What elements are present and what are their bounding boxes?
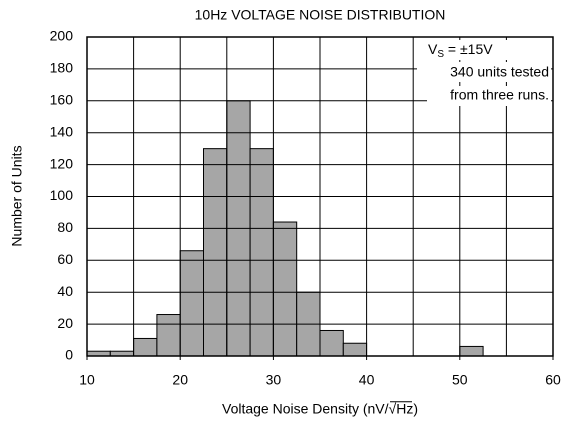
y-tick-label: 140 xyxy=(50,123,74,139)
y-tick-label: 200 xyxy=(50,28,74,44)
histogram-bar xyxy=(342,342,368,357)
annotation-line: 340 units tested xyxy=(450,64,549,80)
histogram-bar xyxy=(459,345,484,357)
x-tick-label: 20 xyxy=(172,372,188,388)
histogram-bar xyxy=(203,148,228,357)
histogram-bar xyxy=(179,250,204,357)
annotation-bg xyxy=(417,62,551,82)
histogram-bar xyxy=(156,314,181,357)
histogram-bar xyxy=(133,337,158,357)
plot-frame xyxy=(86,36,554,357)
x-tick-label: 40 xyxy=(359,372,375,388)
x-tick-label: 50 xyxy=(452,372,468,388)
y-tick-label: 180 xyxy=(50,60,74,76)
histogram-bar xyxy=(272,221,298,357)
y-tick-label: 100 xyxy=(50,187,74,203)
annotation-bg xyxy=(415,40,551,60)
annotation-symbol: V xyxy=(428,41,438,57)
y-tick-label: 80 xyxy=(57,219,73,235)
y-axis-label: Number of Units xyxy=(9,145,25,246)
y-tick-label: 60 xyxy=(57,251,73,267)
histogram-bar xyxy=(319,329,344,357)
annotation: VS = ±15V xyxy=(428,41,493,60)
x-tick-label: 10 xyxy=(79,372,95,388)
x-axis-label: Voltage Noise Density (nV/√Hz) xyxy=(222,401,418,417)
histogram-bar xyxy=(249,148,274,357)
annotation-line: from three runs. xyxy=(450,87,549,103)
x-tick-label: 60 xyxy=(545,372,561,388)
annotation-subscript: S xyxy=(437,49,444,60)
annotation-bg xyxy=(427,86,551,106)
y-tick-label: 120 xyxy=(50,155,74,171)
y-tick-label: 160 xyxy=(50,92,74,108)
y-tick-label: 0 xyxy=(65,347,73,363)
y-tick-label: 20 xyxy=(57,315,73,331)
x-tick-label: 30 xyxy=(266,372,282,388)
y-tick-label: 40 xyxy=(57,283,73,299)
chart-title: 10Hz VOLTAGE NOISE DISTRIBUTION xyxy=(195,7,446,23)
annotation-condition: = ±15V xyxy=(444,41,493,57)
